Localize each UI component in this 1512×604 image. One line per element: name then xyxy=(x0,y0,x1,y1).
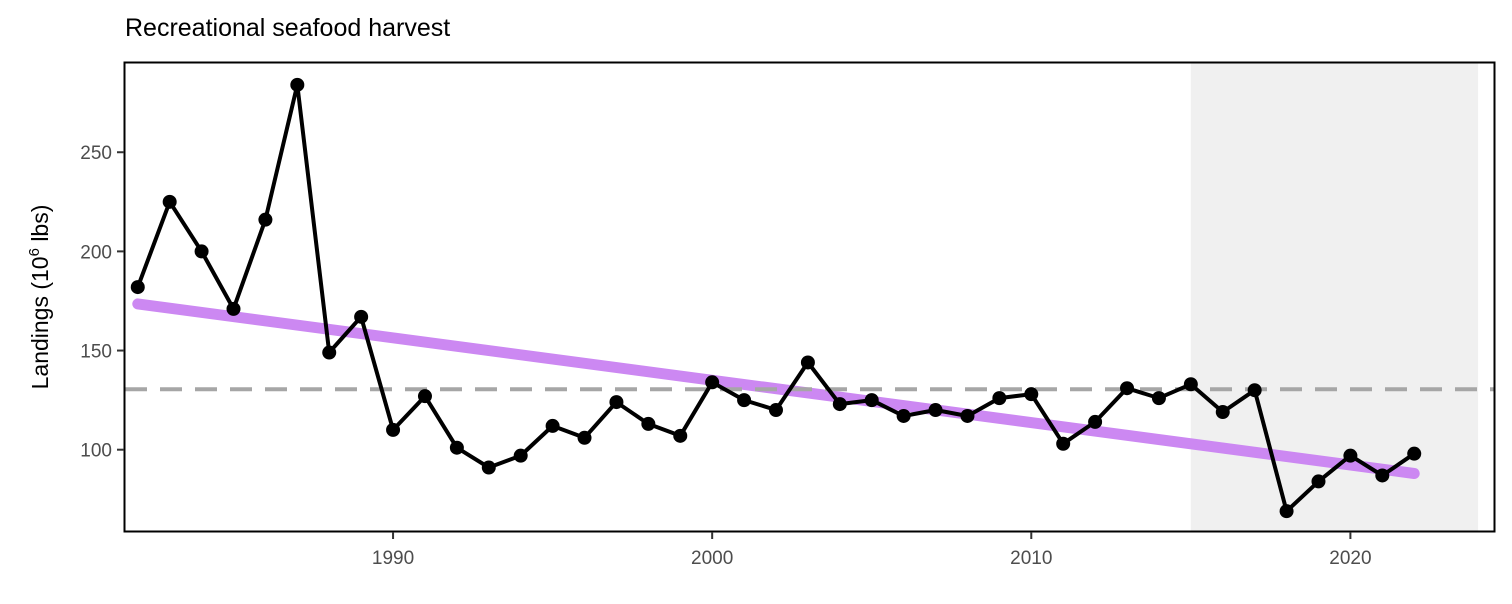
data-point xyxy=(386,422,401,437)
data-point xyxy=(577,430,592,445)
data-point xyxy=(354,309,369,324)
data-point xyxy=(545,418,560,433)
data-point xyxy=(1024,387,1039,402)
data-point xyxy=(226,301,241,316)
data-point xyxy=(1056,436,1071,451)
data-point xyxy=(1407,446,1422,461)
data-point xyxy=(609,395,624,410)
data-point xyxy=(1215,405,1230,420)
y-tick-label: 100 xyxy=(80,441,112,462)
y-tick-label: 250 xyxy=(80,143,112,164)
plot-panel-border xyxy=(123,61,1496,533)
y-axis-title-superscript: 6 xyxy=(26,248,43,256)
data-point xyxy=(768,403,783,418)
data-point xyxy=(1311,474,1326,489)
data-point xyxy=(673,428,688,443)
data-point xyxy=(1120,381,1135,396)
data-point xyxy=(449,440,464,455)
data-point xyxy=(162,194,177,209)
data-point xyxy=(290,77,305,92)
data-point xyxy=(641,416,656,431)
x-tick-label: 2020 xyxy=(1329,548,1371,569)
data-point xyxy=(832,397,847,412)
data-point xyxy=(258,212,273,227)
data-point xyxy=(322,345,337,360)
x-axis: 1990 2000 2010 2020 xyxy=(372,532,1372,569)
y-axis-title: Landings (106 lbs) xyxy=(26,205,53,390)
series-layer xyxy=(130,77,1422,519)
data-point xyxy=(1375,468,1390,483)
data-point xyxy=(194,244,209,259)
x-tick-label: 2000 xyxy=(691,548,733,569)
y-tick-label: 200 xyxy=(80,242,112,263)
data-point xyxy=(1279,504,1294,519)
data-point xyxy=(896,408,911,423)
data-point xyxy=(737,393,752,408)
data-point xyxy=(513,448,528,463)
y-axis-title-end: lbs) xyxy=(27,205,53,248)
x-tick-label: 1990 xyxy=(372,548,414,569)
x-tick-label: 2010 xyxy=(1010,548,1052,569)
y-tick-label: 150 xyxy=(80,342,112,363)
data-point xyxy=(992,391,1007,406)
data-point xyxy=(960,408,975,423)
data-point xyxy=(1247,383,1262,398)
data-point xyxy=(800,355,815,370)
data-point xyxy=(481,460,496,475)
data-point xyxy=(1343,448,1358,463)
data-point xyxy=(864,393,879,408)
chart-title: Recreational seafood harvest xyxy=(125,14,451,42)
data-point xyxy=(1151,391,1166,406)
data-point xyxy=(130,280,145,295)
y-axis: 100 150 200 250 xyxy=(80,143,124,462)
data-point xyxy=(928,403,943,418)
data-point xyxy=(705,375,720,390)
data-point xyxy=(1088,414,1103,429)
y-axis-title-main: Landings (10 xyxy=(27,256,53,389)
data-point xyxy=(1183,377,1198,392)
data-point xyxy=(417,389,432,404)
